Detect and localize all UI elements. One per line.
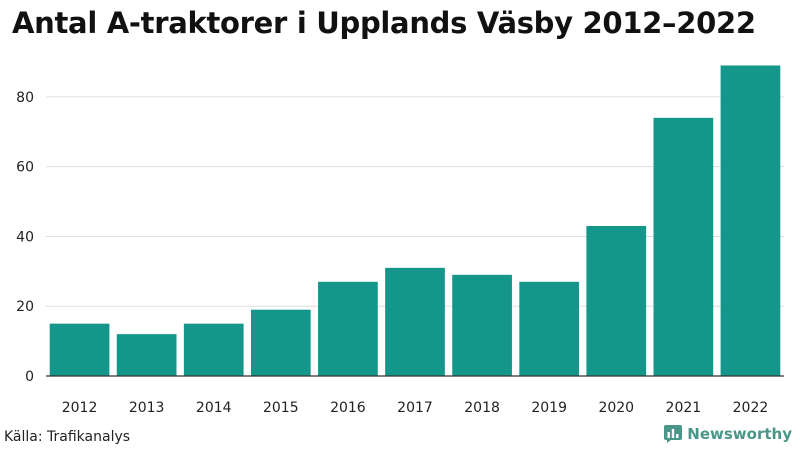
x-tick-label: 2012: [62, 400, 98, 416]
bar: [452, 274, 512, 376]
axes: 0 20 40 60 80 2012 2013 2014 2015 2016 2017 2018 201…: [16, 90, 784, 416]
y-tick-label: 20: [16, 299, 34, 315]
bar: [183, 323, 244, 376]
x-tick-label: 2014: [196, 400, 232, 416]
bar: [653, 117, 714, 377]
x-tick-label: 2022: [733, 400, 769, 416]
bar: [318, 281, 378, 376]
x-tick-label: 2019: [531, 400, 567, 416]
x-tick-label: 2021: [666, 400, 702, 416]
brand-name: Newsworthy: [687, 425, 792, 443]
bar: [519, 281, 580, 376]
newsworthy-logo-icon: [664, 425, 683, 443]
x-tick-label: 2013: [129, 400, 165, 416]
bars: [49, 65, 781, 377]
source-note: Källa: Trafikanalys: [4, 429, 131, 445]
x-tick-label: 2020: [598, 400, 634, 416]
y-tick-label: 60: [16, 160, 34, 176]
bar: [49, 323, 110, 376]
x-tick-label: 2017: [397, 400, 433, 416]
bar: [250, 309, 311, 376]
bar: [385, 267, 445, 376]
x-tick-label: 2018: [464, 400, 500, 416]
y-tick-label: 0: [25, 369, 34, 385]
y-tick-label: 40: [16, 229, 34, 245]
y-tick-label: 80: [16, 90, 34, 106]
chart-title: Antal A-traktorer i Upplands Väsby 2012–…: [12, 6, 756, 40]
bar: [720, 65, 781, 376]
x-tick-label: 2015: [263, 400, 299, 416]
brand-logo[interactable]: Newsworthy: [664, 425, 792, 443]
bar: [586, 225, 647, 376]
x-tick-label: 2016: [330, 400, 366, 416]
bar: [116, 334, 177, 376]
